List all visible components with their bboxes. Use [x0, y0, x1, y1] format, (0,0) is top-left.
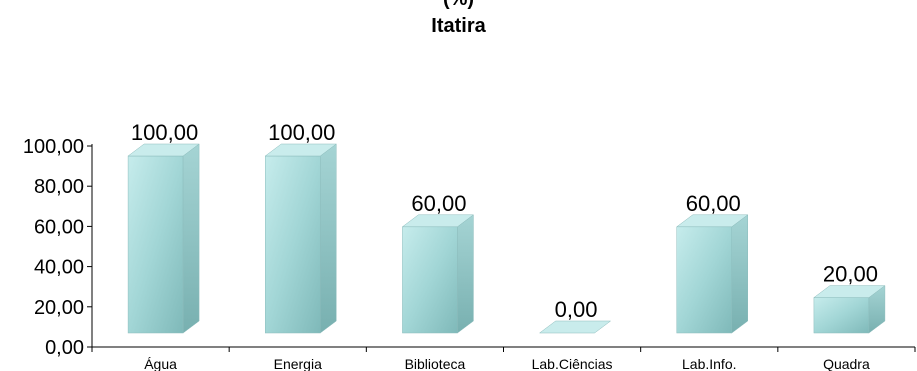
x-tick-label: Água — [144, 356, 177, 371]
x-tick-label: Lab.Ciências — [532, 356, 613, 371]
bar-top — [264, 143, 337, 157]
labels: 100,00 100,00 60,00 0,00 60,00 20,00 — [131, 120, 878, 322]
y-tick-label: 0,00 — [45, 337, 84, 359]
bar-side — [182, 143, 200, 334]
y-tick-label: 20,00 — [34, 297, 84, 319]
y-tick-label: 60,00 — [34, 216, 84, 238]
bar — [813, 285, 886, 334]
bar-front — [127, 155, 184, 334]
x-tick-label: Quadra — [823, 356, 870, 371]
bar-top — [676, 214, 749, 228]
chart-subtitle: Itatira — [431, 15, 486, 37]
data-label: 60,00 — [686, 191, 741, 216]
bar-top — [127, 143, 200, 157]
y-tick-label: 100,00 — [23, 136, 84, 158]
bar — [538, 320, 612, 334]
data-label: 100,00 — [131, 120, 198, 145]
data-label: 0,00 — [555, 297, 598, 322]
bar-top — [401, 214, 475, 228]
bar — [264, 143, 337, 334]
bar-top — [813, 285, 886, 298]
y-tick-label: 80,00 — [34, 176, 84, 198]
bar — [676, 214, 749, 334]
bar-side — [731, 214, 748, 334]
bar-front — [265, 155, 321, 334]
bar-front — [676, 226, 732, 334]
x-tick-label: Energia — [274, 356, 322, 371]
bars — [127, 143, 886, 334]
axes: 0,00 20,00 40,00 60,00 80,00 100,00 Água Energi… — [23, 136, 916, 371]
x-tick-label: Lab.Info. — [682, 356, 737, 371]
data-label: 60,00 — [411, 191, 466, 216]
bar — [401, 214, 475, 334]
bar — [127, 143, 200, 334]
bar-top — [538, 320, 612, 334]
bar-side — [457, 214, 474, 334]
data-label: 20,00 — [823, 262, 878, 287]
y-tick-label: 40,00 — [34, 257, 84, 279]
bar-side — [320, 143, 337, 334]
chart-title: (%) — [0, 0, 917, 11]
data-label: 100,00 — [268, 120, 335, 145]
bar-front — [813, 297, 870, 334]
bar-front — [402, 226, 458, 334]
x-tick-label: Biblioteca — [405, 356, 466, 371]
